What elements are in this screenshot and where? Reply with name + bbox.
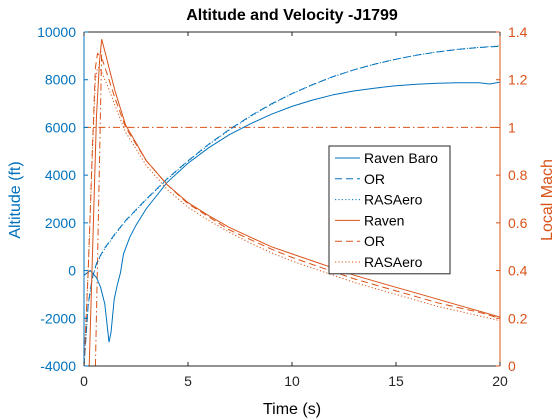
x-tick-label: 10 — [284, 373, 300, 389]
legend-label: RASAero — [364, 254, 423, 270]
legend-label: Raven — [364, 212, 404, 228]
y-left-tick-label: 4000 — [45, 167, 76, 183]
y-left-tick-label: 10000 — [37, 24, 76, 40]
y-right-tick-label: 0.6 — [508, 215, 528, 231]
y-left-tick-label: -4000 — [40, 358, 76, 374]
series-layer — [83, 39, 501, 367]
x-tick-label: 15 — [388, 373, 404, 389]
y-left-tick-label: 2000 — [45, 215, 76, 231]
legend-label: OR — [364, 171, 385, 187]
legend-box — [328, 145, 451, 275]
y-right-tick-label: 0.2 — [508, 310, 528, 326]
reference-line-2 — [94, 51, 103, 367]
y-left-tick-label: 0 — [68, 263, 76, 279]
y-axis-right-label: Local Mach — [539, 159, 556, 241]
y-left-tick-label: -2000 — [40, 310, 76, 326]
axes-layer: 0 5 10 15 20-4000-20000200040006000800010000… — [37, 24, 528, 389]
y-right-tick-label: 0.8 — [508, 167, 528, 183]
y-right-tick-label: 1.2 — [508, 72, 528, 88]
y-right-tick-label: 0.4 — [508, 263, 528, 279]
y-left-tick-label: 8000 — [45, 72, 76, 88]
x-tick-label: 0 — [80, 373, 88, 389]
y-right-tick-label: 0 — [508, 358, 516, 374]
legend-label: Raven Baro — [364, 150, 438, 166]
y-axis-left-label: Altitude (ft) — [7, 161, 24, 238]
legend: Raven Baro OR RASAero Raven OR RASAero — [328, 145, 451, 275]
y-right-tick-label: 1.4 — [508, 24, 528, 40]
x-tick-label: 5 — [184, 373, 192, 389]
x-axis-label: Time (s) — [263, 401, 321, 418]
x-tick-label: 20 — [492, 373, 508, 389]
series-line-mach-rasaero — [83, 67, 501, 367]
series-line-altitude-or — [83, 45, 501, 367]
chart-title: Altitude and Velocity -J1799 — [186, 7, 398, 24]
series-line-altitude-raven-baro — [83, 81, 501, 343]
legend-label: OR — [364, 233, 385, 249]
y-left-tick-label: 6000 — [45, 119, 76, 135]
series-line-mach-raven — [88, 39, 501, 367]
series-line-altitude-rasaero — [83, 45, 501, 367]
y-right-tick-label: 1 — [508, 119, 516, 135]
legend-label: RASAero — [364, 192, 423, 208]
series-line-mach-or — [83, 52, 501, 367]
